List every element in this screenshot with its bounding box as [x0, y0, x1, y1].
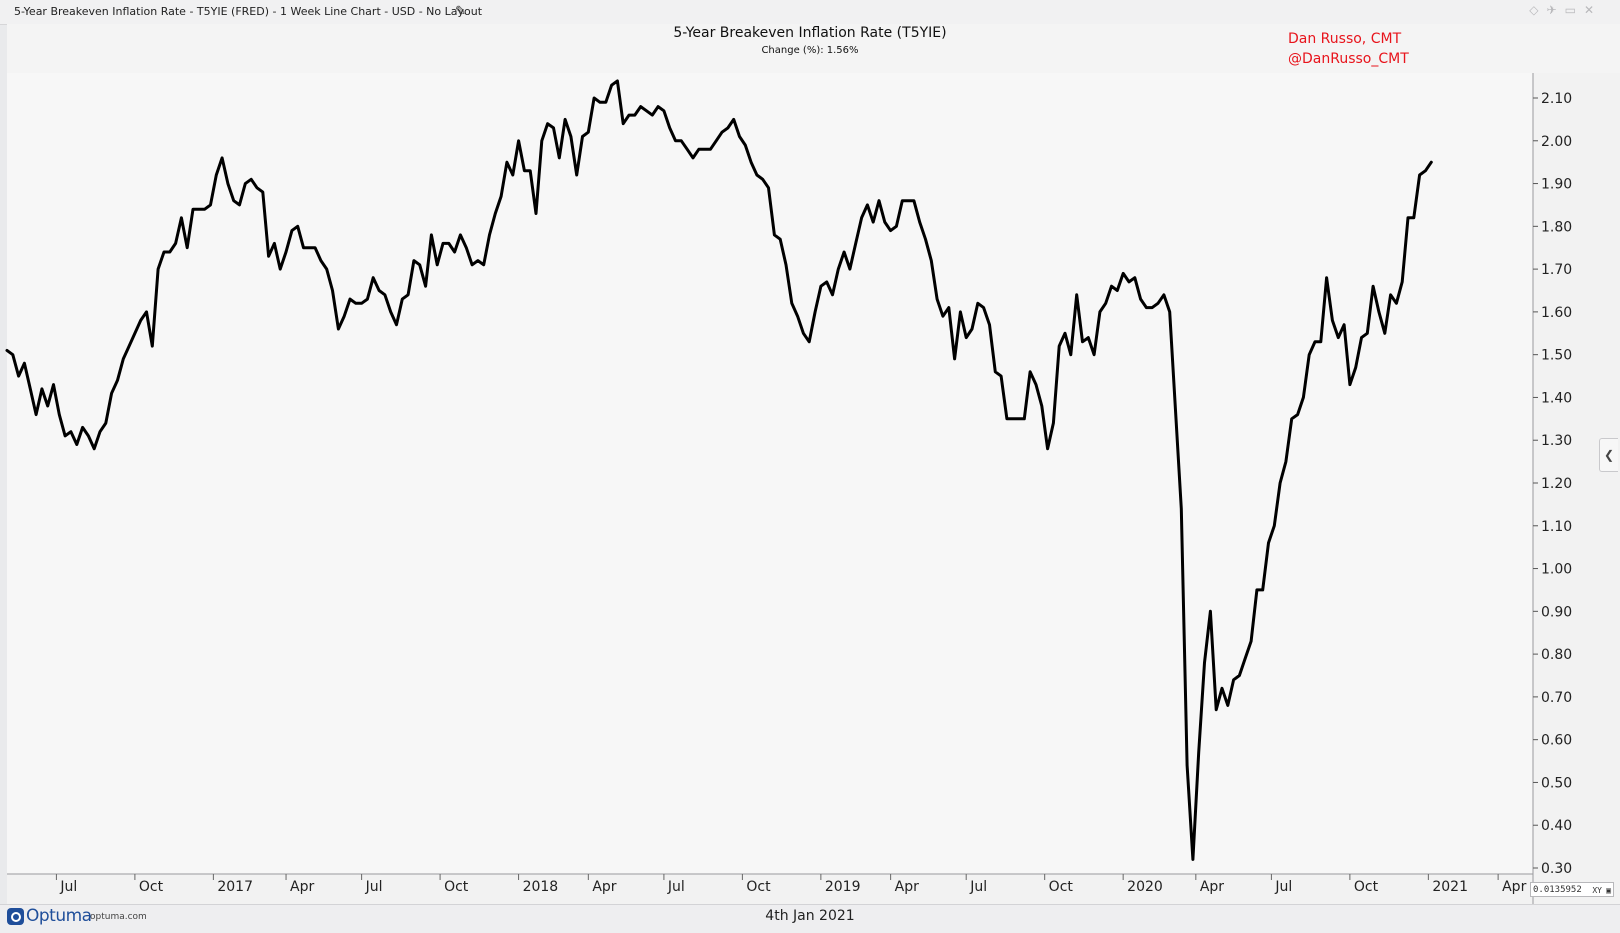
y-tick-label: 1.40: [1541, 390, 1572, 406]
footer-bar: [0, 904, 1620, 933]
x-tick-label: Jul: [667, 879, 685, 895]
y-tick-label: 1.90: [1541, 177, 1572, 193]
x-tick-label: 2018: [523, 879, 559, 895]
y-axis-area: [1533, 73, 1620, 904]
y-tick-label: 1.60: [1541, 305, 1572, 321]
x-axis-area: [7, 874, 1533, 904]
author-name: Dan Russo, CMT: [1288, 31, 1402, 47]
xy-mode-label[interactable]: XY: [1590, 883, 1602, 896]
lock-icon[interactable]: ▣: [1606, 886, 1611, 895]
close-icon[interactable]: ✕: [1583, 3, 1602, 17]
y-tick-label: 2.00: [1541, 134, 1572, 150]
y-tick-label: 0.60: [1541, 733, 1572, 749]
x-tick-label: Apr: [592, 879, 616, 895]
y-tick-label: 1.70: [1541, 262, 1572, 278]
x-tick-label: Oct: [139, 879, 164, 895]
author-credit: Dan Russo, CMT @DanRusso_CMT: [1288, 29, 1409, 69]
x-tick-label: Oct: [444, 879, 469, 895]
series-line-t5yie: [5, 79, 1433, 861]
x-tick-label: Apr: [1502, 879, 1526, 895]
x-tick-label: 2021: [1432, 879, 1468, 895]
y-tick-label: 0.80: [1541, 647, 1572, 663]
author-handle: @DanRusso_CMT: [1288, 51, 1409, 67]
x-tick-label: Apr: [1200, 879, 1224, 895]
window-title: 5-Year Breakeven Inflation Rate - T5YIE …: [14, 5, 483, 18]
optuma-logo-text: Optuma: [26, 906, 92, 926]
window-controls: ◇✈▭✕: [1529, 3, 1602, 17]
x-tick-label: Oct: [746, 879, 771, 895]
y-tick-label: 1.00: [1541, 562, 1572, 578]
side-panel-toggle[interactable]: ❮: [1599, 438, 1618, 472]
x-tick-label: Oct: [1049, 879, 1074, 895]
x-tick-label: Oct: [1354, 879, 1379, 895]
x-tick-label: Jul: [59, 879, 77, 895]
y-tick-label: 0.30: [1541, 861, 1572, 877]
restore-icon[interactable]: ▭: [1564, 3, 1584, 17]
x-tick-label: 2017: [217, 879, 253, 895]
current-date: 4th Jan 2021: [765, 908, 855, 924]
chart-subtitle: Change (%): 1.56%: [761, 45, 859, 56]
chevron-left-icon: ❮: [1603, 448, 1615, 462]
y-tick-label: 0.70: [1541, 690, 1572, 706]
chart-title: 5-Year Breakeven Inflation Rate (T5YIE): [673, 25, 947, 41]
y-tick-label: 2.10: [1541, 91, 1572, 107]
diamond-icon[interactable]: ◇: [1529, 3, 1547, 17]
y-tick-label: 1.10: [1541, 519, 1572, 535]
y-tick-label: 1.30: [1541, 433, 1572, 449]
y-tick-label: 1.20: [1541, 476, 1572, 492]
crosshair-readout[interactable]: 0.0135952 XY ▣: [1530, 882, 1614, 897]
pin-icon[interactable]: ✈: [1546, 3, 1565, 17]
x-tick-label: Jul: [969, 879, 987, 895]
y-tick-label: 0.90: [1541, 604, 1572, 620]
pencil-icon[interactable]: ✎: [455, 3, 466, 18]
x-tick-label: Jul: [1274, 879, 1292, 895]
x-tick-label: Apr: [895, 879, 919, 895]
y-tick-label: 0.40: [1541, 818, 1572, 834]
x-tick-label: 2020: [1127, 879, 1163, 895]
chart-canvas[interactable]: 2.10 2.00 1.90 1.80 1.70 1.60 1.50 1.40 1.30 1.20…: [0, 0, 1620, 904]
x-tick-label: Apr: [290, 879, 314, 895]
x-tick-label: 2019: [825, 879, 861, 895]
y-tick-label: 0.50: [1541, 775, 1572, 791]
y-tick-label: 1.80: [1541, 219, 1572, 235]
optuma-site-link[interactable]: optuma.com: [90, 912, 147, 922]
crosshair-value: 0.0135952: [1533, 885, 1582, 895]
y-tick-label: 1.50: [1541, 348, 1572, 364]
x-tick-label: Jul: [365, 879, 383, 895]
optuma-logo-icon: [7, 908, 24, 925]
